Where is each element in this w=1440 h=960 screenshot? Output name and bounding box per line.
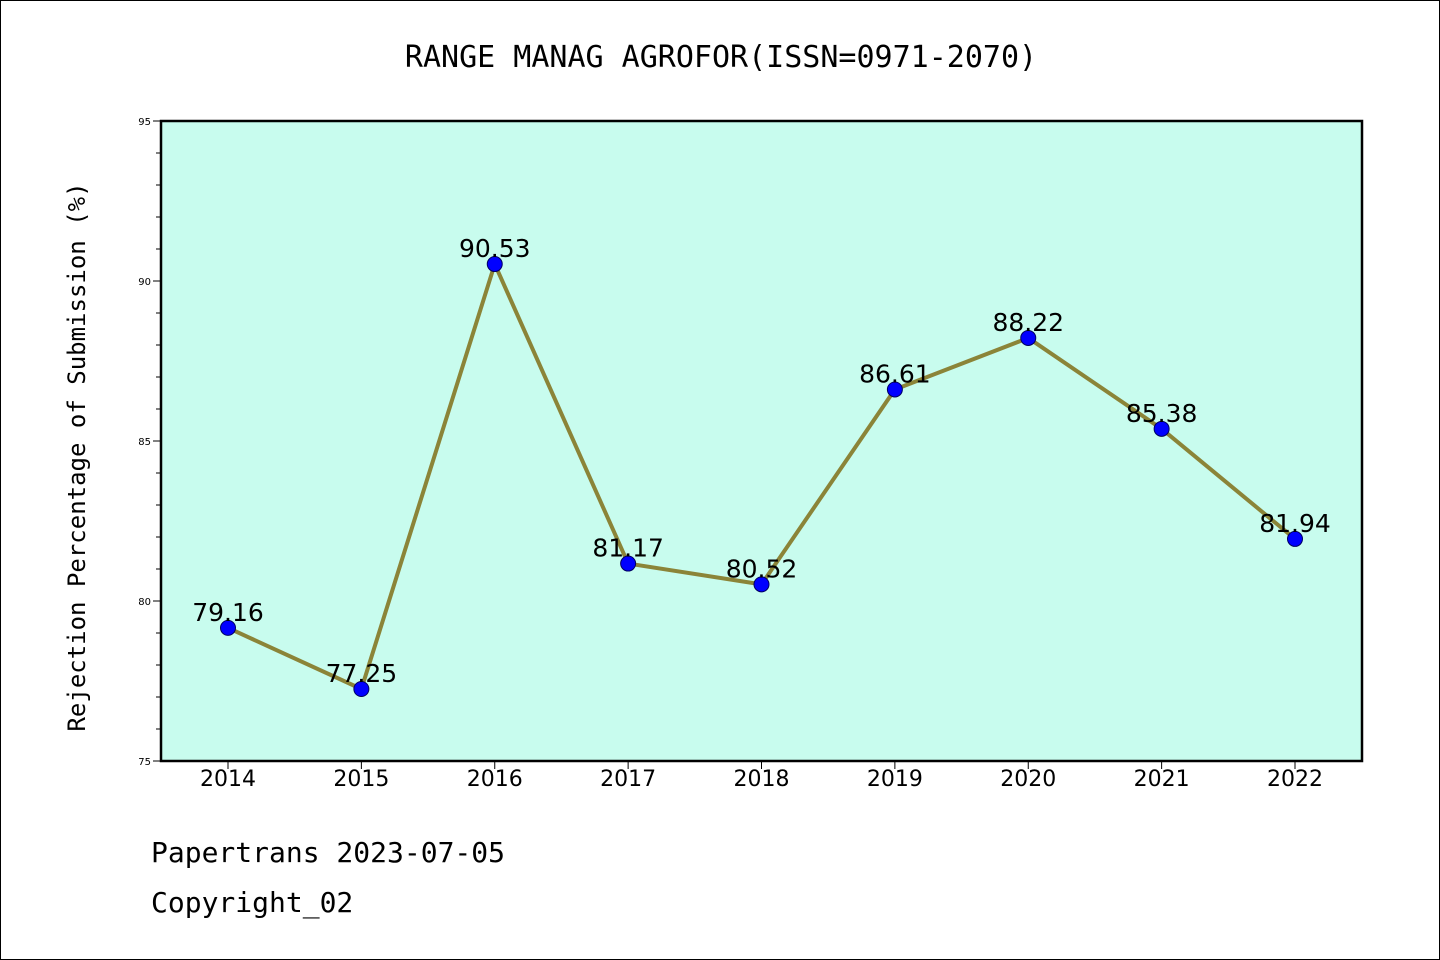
data-label: 81.17 — [592, 534, 664, 563]
data-label: 80.52 — [726, 554, 798, 583]
data-point — [886, 381, 903, 398]
x-tick-label: 2020 — [1000, 767, 1056, 792]
plot-area — [161, 121, 1362, 761]
x-tick-label: 2021 — [1134, 767, 1190, 792]
data-point — [1020, 329, 1037, 346]
x-tick-label: 2016 — [467, 767, 523, 792]
data-label: 90.53 — [459, 234, 531, 263]
data-label: 86.61 — [859, 359, 931, 388]
y-axis: 75 80 85 90 95 — [138, 117, 161, 768]
x-axis: 2014 2015 2016 2017 2018 2019 2020 2021 2022 — [200, 761, 1323, 792]
x-tick-label: 2018 — [734, 767, 790, 792]
data-label: 77.25 — [326, 659, 398, 688]
data-point — [1287, 530, 1303, 547]
data-point — [220, 619, 236, 636]
data-point — [486, 256, 503, 273]
y-tick-label: 95 — [138, 117, 151, 128]
data-label: 79.16 — [192, 598, 264, 627]
data-point — [753, 576, 770, 593]
y-tick-label: 90 — [138, 277, 151, 288]
data-labels: 79.16 77.25 90.53 81.17 80.52 86.61 88.22 85.38… — [192, 234, 1331, 688]
data-point — [1153, 420, 1170, 437]
y-axis-label: Rejection Percentage of Submission (%) — [63, 182, 91, 731]
data-point — [353, 681, 370, 697]
data-markers — [220, 256, 1303, 697]
footer-source: Papertrans 2023-07-05 — [151, 836, 506, 869]
data-point — [620, 555, 637, 572]
x-tick-label: 2014 — [200, 767, 256, 792]
x-tick-label: 2017 — [600, 767, 656, 792]
x-tick-label: 2019 — [867, 767, 923, 792]
y-tick-label: 80 — [138, 597, 151, 608]
data-label: 85.38 — [1126, 399, 1198, 428]
data-label: 88.22 — [992, 308, 1064, 337]
data-label: 81.94 — [1259, 509, 1331, 538]
y-tick-label: 85 — [138, 437, 151, 448]
x-tick-label: 2015 — [333, 767, 389, 792]
x-tick-label: 2022 — [1267, 767, 1323, 792]
y-tick-label: 75 — [138, 757, 151, 768]
footer-copyright: Copyright_02 — [151, 886, 354, 919]
chart-title: RANGE MANAG AGROFOR(ISSN=0971-2070) — [405, 40, 1037, 75]
plot-frame — [159, 119, 1364, 763]
